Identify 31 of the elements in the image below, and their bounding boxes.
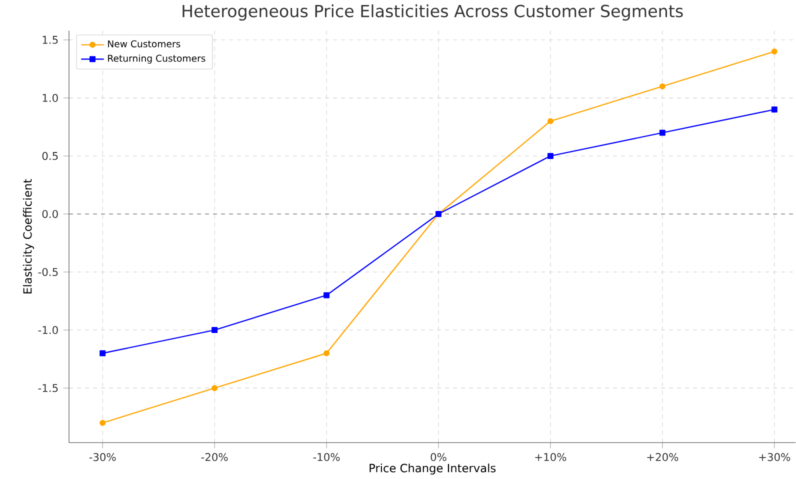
point	[212, 327, 218, 334]
point	[771, 48, 778, 55]
point	[324, 292, 330, 298]
point	[324, 350, 330, 356]
y-tick-label: 1.5	[42, 36, 58, 44]
y-tick-label: -1.0	[38, 326, 58, 334]
chart-title: Heterogeneous Price Elasticities Across Customer Segments	[182, 4, 683, 21]
x-axis-title: Price Change Intervals	[370, 464, 496, 475]
y-tick-label: 1.0	[42, 94, 58, 102]
x-tick-label: 0%	[430, 453, 446, 462]
point	[212, 385, 218, 392]
y-tick-label: 0.5	[42, 152, 58, 160]
point	[659, 130, 666, 136]
x-tick-label: +20%	[647, 453, 678, 462]
y-tick-label: -0.5	[38, 268, 58, 276]
point	[547, 152, 554, 159]
legend-label: Returning Customers	[108, 54, 206, 64]
x-tick-label: -10%	[313, 453, 340, 462]
legend-label: New Customers	[108, 40, 180, 48]
x-tick-label: +10%	[535, 453, 566, 462]
x-tick-label: -20%	[201, 453, 228, 462]
point	[547, 118, 554, 124]
point	[100, 350, 106, 356]
y-axis-title: Elasticity Coefficient	[22, 179, 34, 294]
x-tick-label: +30%	[759, 453, 790, 462]
y-tick-label: 0.0	[42, 210, 58, 218]
point	[100, 420, 106, 426]
x-tick-label: -30%	[89, 453, 116, 462]
y-tick-label: -1.5	[38, 384, 58, 392]
point	[659, 83, 666, 90]
point	[771, 106, 778, 113]
